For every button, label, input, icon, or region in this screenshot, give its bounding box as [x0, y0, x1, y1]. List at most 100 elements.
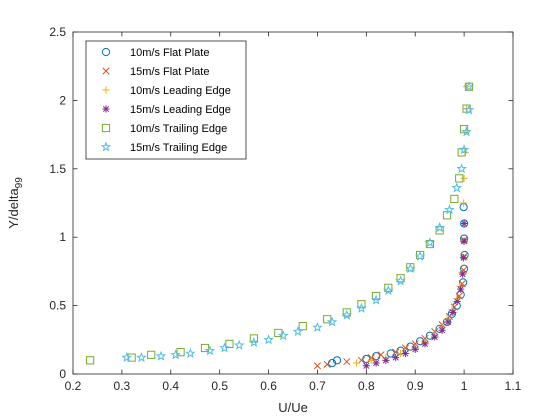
y-tick-label: 1.5	[49, 162, 66, 176]
legend-entry: 10m/s Flat Plate	[101, 47, 209, 59]
data-point	[372, 291, 381, 301]
series-6	[121, 81, 475, 363]
legend-entry: 15m/s Flat Plate	[102, 66, 209, 78]
legend-label: 10m/s Leading Edge	[130, 85, 231, 97]
data-point	[460, 254, 468, 262]
data-point	[392, 353, 400, 362]
data-point	[458, 144, 470, 155]
x-tick-label: 0.2	[65, 379, 82, 393]
legend-marker	[102, 105, 110, 113]
y-tick-label: 0.5	[49, 299, 66, 313]
data-point	[219, 342, 230, 353]
data-point	[155, 350, 167, 361]
data-point	[395, 275, 406, 286]
data-point	[263, 334, 274, 345]
data-point	[343, 358, 351, 366]
data-point	[449, 308, 457, 317]
x-tick-label: 0.5	[211, 379, 228, 393]
data-point	[438, 326, 446, 334]
x-axis-label: U/Ue	[278, 400, 308, 415]
data-point	[459, 278, 468, 287]
data-point	[362, 362, 370, 370]
data-point	[431, 327, 439, 336]
data-point	[416, 337, 425, 346]
x-tick-label: 0.4	[162, 379, 179, 393]
data-point	[323, 360, 331, 369]
data-point	[435, 226, 444, 235]
data-point	[424, 237, 436, 248]
legend-box	[85, 40, 247, 160]
y-axis-label-main: Y/delta	[6, 188, 21, 229]
data-point	[411, 345, 419, 353]
data-point	[298, 322, 307, 331]
x-tick-label: 1	[461, 379, 468, 393]
axes-box	[72, 31, 514, 375]
data-point	[200, 343, 210, 353]
legend-label: 15m/s Trailing Edge	[130, 142, 227, 154]
data-point	[455, 174, 464, 183]
data-point	[392, 348, 400, 356]
data-point	[332, 356, 342, 365]
data-point	[460, 219, 468, 228]
y-tick-label: 1	[59, 230, 66, 244]
data-point	[459, 270, 467, 278]
legend-marker	[101, 123, 111, 133]
data-point	[127, 353, 136, 362]
data-point	[451, 182, 463, 193]
legend-marker	[102, 67, 110, 75]
data-point	[461, 126, 472, 137]
data-point	[463, 104, 475, 115]
data-point	[292, 326, 304, 337]
data-point	[431, 333, 439, 341]
data-point	[401, 349, 410, 358]
data-point	[147, 350, 156, 359]
data-point	[356, 302, 367, 313]
data-point	[277, 330, 289, 341]
legend-entry: 15m/s Leading Edge	[102, 104, 231, 116]
legend-marker	[101, 47, 111, 57]
data-point	[170, 349, 181, 360]
data-point	[372, 359, 380, 367]
y-axis-label-subscript: 99	[14, 177, 25, 189]
series-2	[313, 236, 468, 370]
data-point	[463, 81, 475, 92]
data-point	[421, 340, 429, 348]
legend-entry: 10m/s Trailing Edge	[101, 123, 227, 135]
data-point	[444, 204, 455, 215]
axes: 0.2 0.3 0.4 0.5 0.6 0.7 0.8 0.9 1 1.1 0 0.5 1 1.5 2 2.5	[49, 25, 521, 393]
data-point	[405, 263, 416, 274]
data-point	[384, 283, 393, 292]
data-point	[382, 356, 390, 364]
data-point	[383, 284, 394, 296]
data-point	[411, 340, 419, 348]
y-axis-label: Y/delta99	[6, 177, 25, 229]
data-point	[136, 352, 147, 363]
legend-label: 15m/s Flat Plate	[130, 66, 209, 78]
legend-label: 10m/s Trailing Edge	[130, 123, 227, 135]
y-tick-label: 0	[59, 367, 66, 381]
data-point	[460, 125, 469, 134]
data-point	[121, 352, 133, 363]
legend-marker	[102, 86, 110, 94]
legend-label: 10m/s Flat Plate	[130, 47, 209, 59]
data-point	[248, 336, 260, 348]
data-point	[421, 334, 429, 343]
data-point	[357, 300, 366, 309]
data-point	[460, 174, 468, 182]
x-tick-label: 0.3	[114, 379, 131, 393]
data-point	[312, 321, 323, 332]
data-point	[185, 347, 196, 358]
x-tick-label: 0.7	[309, 379, 326, 393]
data-point	[453, 297, 461, 306]
data-point	[377, 351, 385, 359]
data-point	[342, 308, 351, 317]
x-tick-label: 0.9	[407, 379, 424, 393]
data-point	[225, 339, 234, 349]
data-point	[414, 250, 426, 261]
data-point	[434, 222, 445, 233]
legend: 10m/s Flat Plate 15m/s Flat Plate 10m/s Le…	[85, 40, 247, 160]
data-point	[401, 344, 410, 352]
data-point	[460, 266, 468, 274]
data-point	[450, 194, 459, 203]
